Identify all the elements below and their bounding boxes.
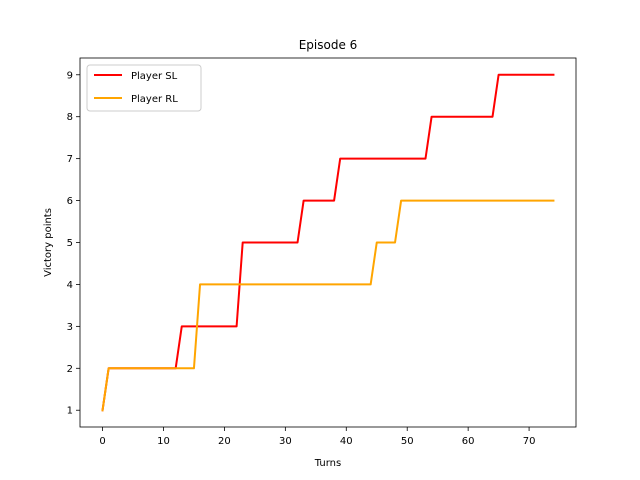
x-tick-label: 70 (523, 436, 536, 447)
y-tick-label: 9 (67, 70, 73, 81)
x-tick-label: 10 (157, 436, 170, 447)
legend: Player SL Player RL (86, 64, 202, 112)
x-tick-label: 0 (99, 436, 105, 447)
y-axis-label: Victory points (43, 208, 54, 277)
chart-title: Episode 6 (299, 38, 358, 52)
y-tick-label: 5 (67, 238, 73, 249)
y-tick-label: 7 (67, 154, 73, 165)
x-axis-ticks: 0 10 20 30 40 50 60 70 (99, 427, 535, 447)
x-tick-label: 40 (340, 436, 353, 447)
y-tick-label: 2 (67, 364, 73, 375)
x-tick-label: 20 (218, 436, 231, 447)
y-tick-label: 3 (67, 322, 73, 333)
x-axis-label: Turns (314, 458, 341, 469)
y-tick-label: 8 (67, 112, 73, 123)
y-tick-label: 4 (67, 280, 73, 291)
x-tick-label: 30 (279, 436, 292, 447)
legend-label-player-rl: Player RL (131, 94, 178, 105)
y-tick-label: 6 (67, 196, 73, 207)
legend-label-player-sl: Player SL (131, 71, 178, 82)
x-tick-label: 50 (401, 436, 414, 447)
y-axis-ticks: 1 2 3 4 5 6 7 8 9 (67, 70, 80, 417)
legend-box (86, 64, 202, 112)
y-tick-label: 1 (67, 406, 73, 417)
series-line-player-sl (101, 73, 555, 412)
x-tick-label: 60 (462, 436, 475, 447)
series-line-player-rl (101, 199, 555, 412)
series-layer (101, 73, 555, 412)
